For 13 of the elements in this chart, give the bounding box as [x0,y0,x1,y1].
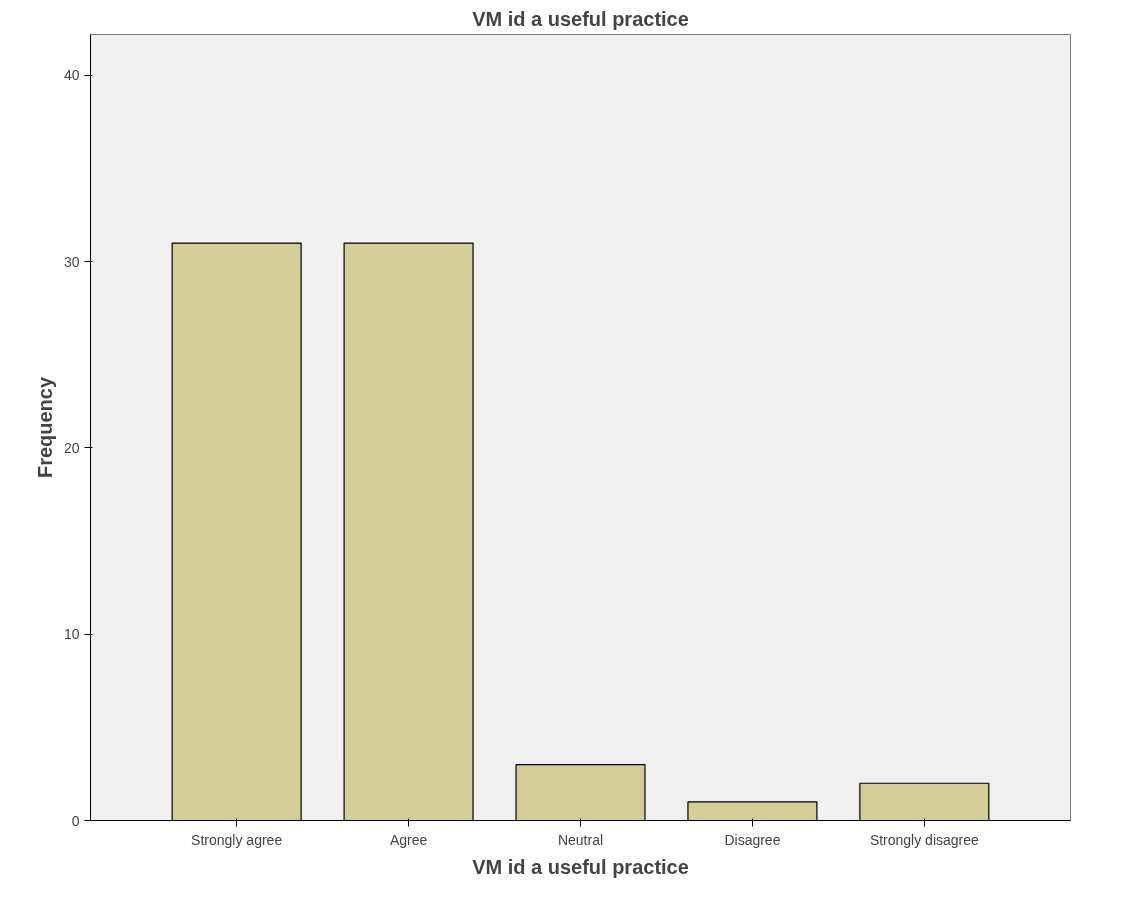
y-tick-label: 10 [63,626,80,643]
y-axis-title: Frequency [33,376,56,479]
y-tick-label: 20 [63,439,80,456]
x-tick-label: Strongly agree [191,831,283,848]
chart-title: VM id a useful practice [472,7,689,30]
y-tick-label: 40 [63,67,80,84]
x-axis-title: VM id a useful practice [472,855,689,878]
x-tick-label: Disagree [724,831,781,848]
x-tick-label: Neutral [557,831,604,848]
y-tick-label: 0 [71,812,80,829]
x-tick-label: Strongly disagree [869,831,980,848]
x-tick-label: Agree [389,831,428,848]
y-tick-label: 30 [63,253,80,270]
